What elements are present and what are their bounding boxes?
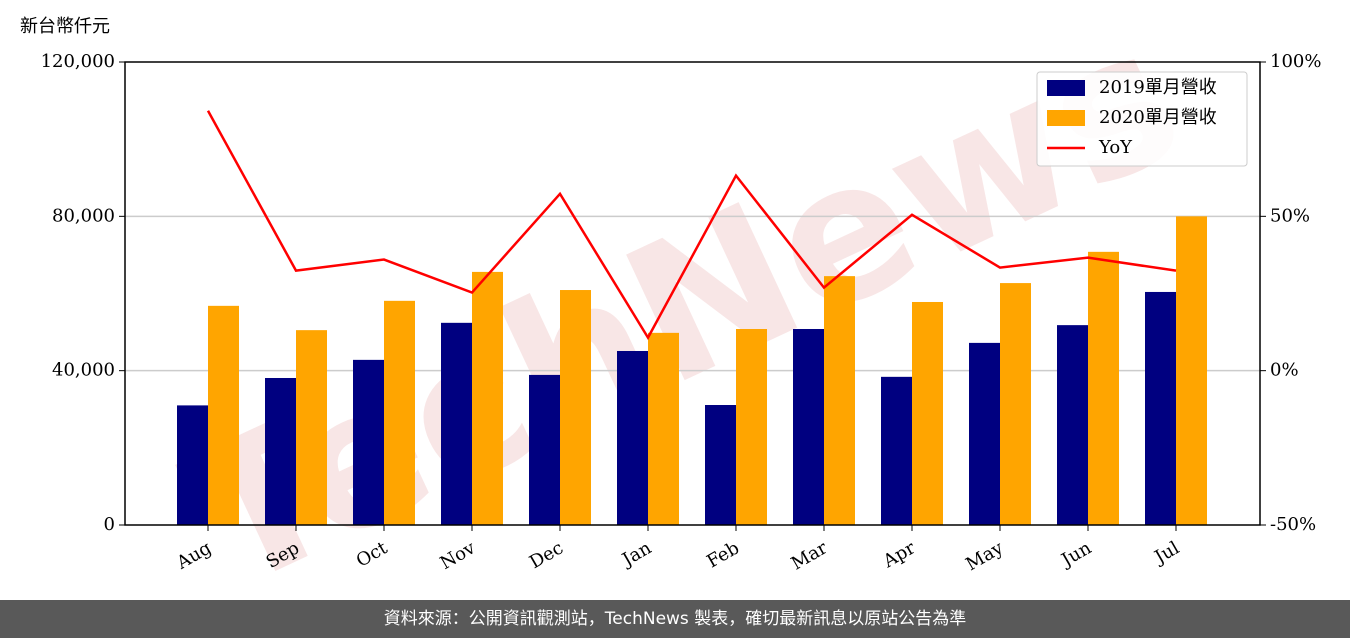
bar [824, 276, 855, 525]
x-tick-label: Apr [879, 537, 919, 572]
y-tick-label: 80,000 [52, 205, 115, 226]
bar [912, 301, 943, 525]
bar [296, 330, 327, 525]
bar [648, 332, 679, 525]
y2-tick-label: 0% [1270, 360, 1299, 381]
x-tick-label: Feb [703, 537, 743, 572]
bar [208, 305, 239, 525]
bar [265, 377, 296, 525]
x-tick-label: Nov [437, 537, 480, 574]
legend-label: 2019單月營收 [1099, 77, 1217, 98]
y-tick-label: 0 [104, 514, 115, 535]
x-tick-label: Aug [172, 537, 215, 574]
bar [384, 300, 415, 525]
bar [1176, 216, 1207, 526]
line [206, 110, 1177, 341]
y2-tick-label: 50% [1270, 205, 1310, 226]
bar [881, 376, 912, 525]
x-tick-label: Jul [1149, 537, 1183, 569]
x-tick-label: Dec [526, 537, 567, 573]
bar [705, 405, 736, 525]
legend-box [1036, 71, 1248, 167]
bar [441, 322, 472, 525]
bar [1000, 283, 1031, 525]
legend-label: YoY [1098, 137, 1133, 158]
bar [472, 271, 503, 525]
legend-label: 2020單月營收 [1099, 107, 1217, 128]
legend-swatch [1047, 110, 1085, 126]
bar [1145, 291, 1176, 525]
y2-tick-label: 100% [1270, 51, 1321, 72]
x-tick-label: Mar [788, 537, 832, 574]
bar [736, 328, 767, 525]
y-tick-label: 40,000 [52, 360, 115, 381]
legend-swatch [1047, 80, 1085, 96]
plot-frame [124, 61, 1261, 526]
x-tick-label: Jan [617, 537, 655, 571]
y-tick-label: 120,000 [41, 51, 115, 72]
chart: 新台幣仟元 TechNews 040,00080,000120,000-50%0… [20, 0, 1321, 632]
y2-tick-label: -50% [1270, 514, 1316, 535]
y-axis-label: 新台幣仟元 [20, 16, 110, 37]
bar [529, 374, 560, 525]
x-tick-label: May [962, 537, 1007, 575]
bar [1057, 325, 1088, 525]
x-tick-label: Jun [1056, 537, 1095, 572]
bar [353, 359, 384, 525]
footer: 資料來源：公開資訊觀測站，TechNews 製表，確切最新訊息以原站公告為準 [0, 600, 1350, 638]
bar [617, 350, 648, 525]
bar [969, 342, 1000, 525]
bar [1088, 251, 1119, 525]
bar [793, 328, 824, 525]
bar [560, 290, 591, 525]
bar [177, 405, 208, 525]
